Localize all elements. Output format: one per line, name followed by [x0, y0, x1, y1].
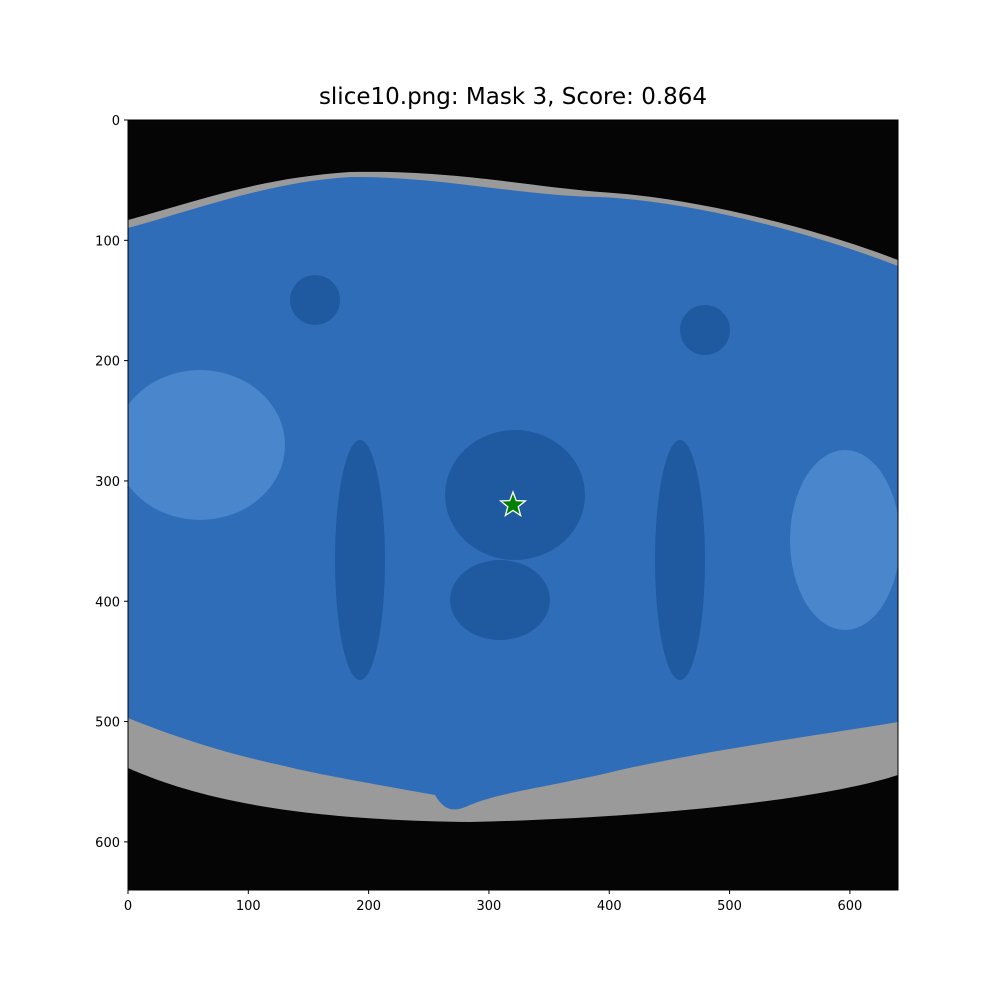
y-tick-label: 200 — [95, 355, 120, 370]
x-tick-label: 200 — [356, 899, 381, 914]
y-tick-label: 100 — [95, 234, 120, 249]
axes-frame — [127, 119, 899, 891]
point-marker — [498, 490, 528, 518]
y-tick-label: 600 — [95, 836, 120, 851]
x-tick-label: 600 — [837, 899, 862, 914]
x-tick-label: 100 — [236, 899, 261, 914]
y-tick-label: 300 — [95, 475, 120, 490]
x-tick-label: 500 — [717, 899, 742, 914]
y-tick-label: 0 — [112, 114, 120, 129]
y-tick-label: 500 — [95, 716, 120, 731]
x-tick-label: 400 — [597, 899, 622, 914]
anatomy — [128, 275, 898, 680]
x-tick-label: 0 — [124, 899, 132, 914]
y-tick-label: 400 — [95, 595, 120, 610]
chart-title: slice10.png: Mask 3, Score: 0.864 — [319, 84, 707, 110]
x-tick-label: 300 — [477, 899, 502, 914]
